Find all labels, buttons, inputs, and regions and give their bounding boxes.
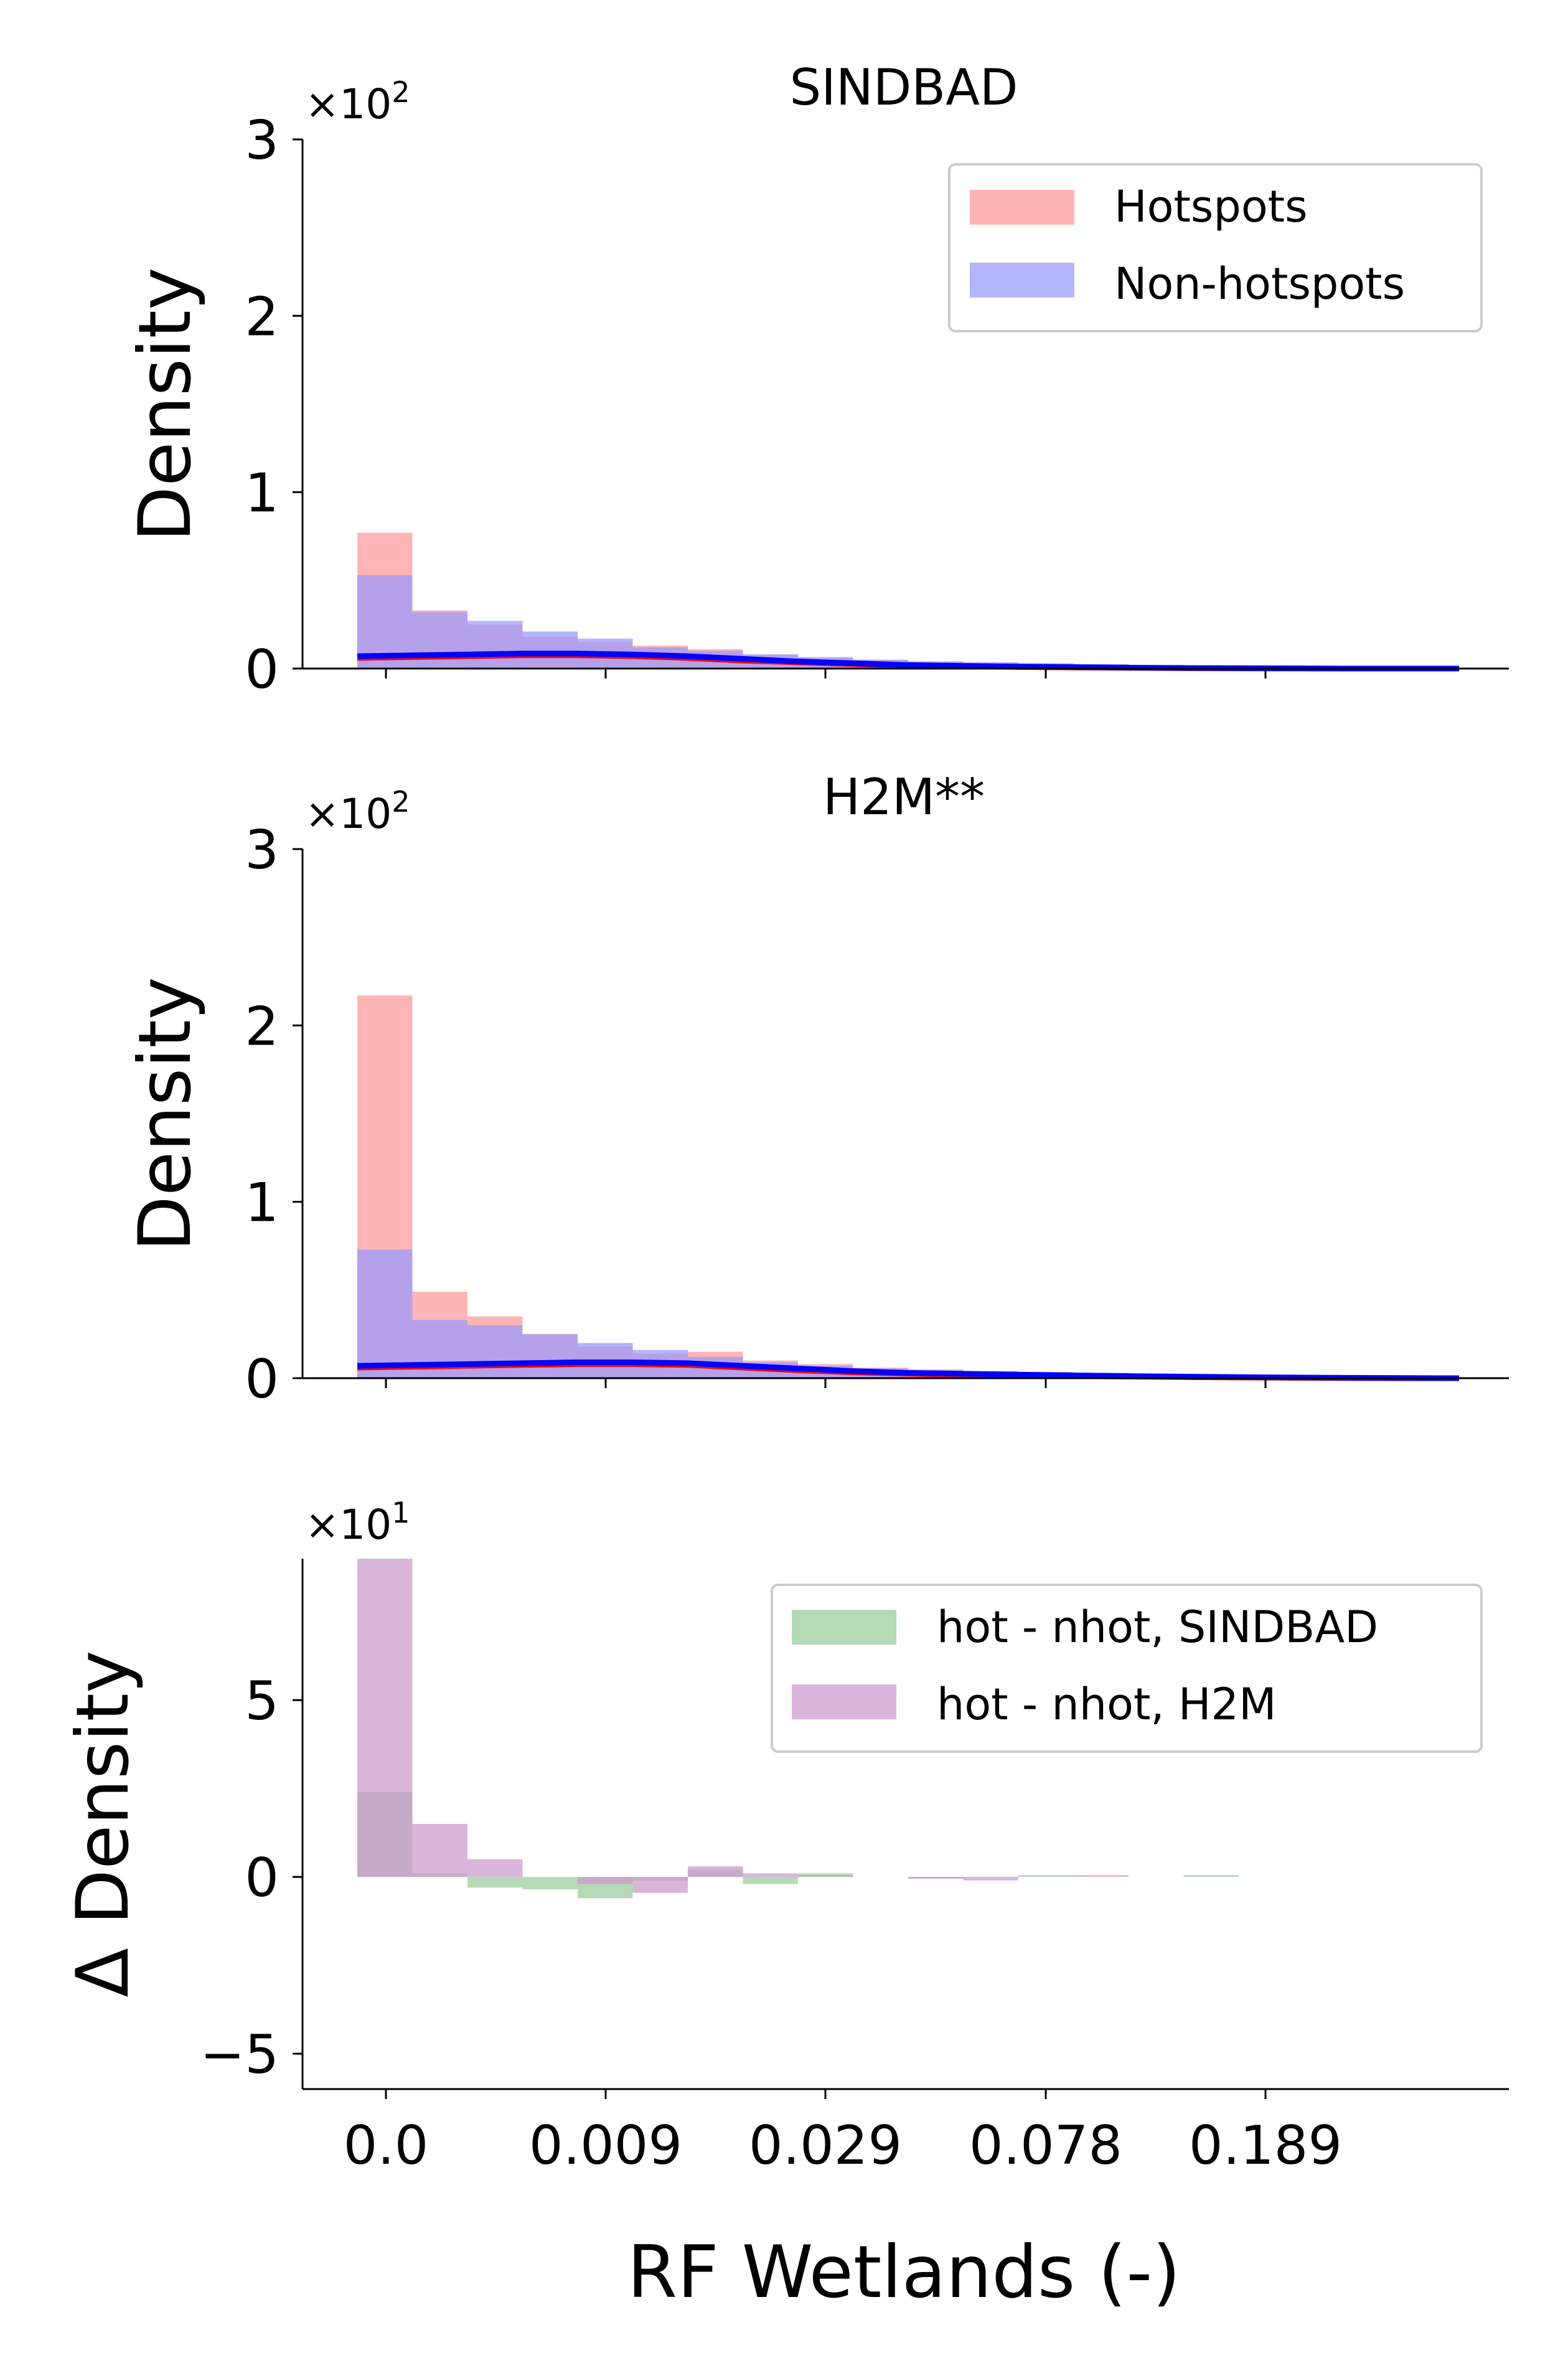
y-tick-label: 3 bbox=[245, 110, 279, 172]
legend-swatch-h2m bbox=[792, 1684, 896, 1719]
y-multiplier: ×101 bbox=[305, 1496, 410, 1549]
bar-hot-nhot-h2m-2 bbox=[467, 1859, 523, 1877]
bar-hot-nhot-sindbad-12 bbox=[1018, 1875, 1074, 1877]
y-tick-label: 0 bbox=[245, 1847, 279, 1909]
y-tick-label: 1 bbox=[245, 463, 279, 525]
y-tick-label: 3 bbox=[245, 819, 279, 881]
y-tick-label: 5 bbox=[245, 1670, 279, 1732]
bar-hot-nhot-sindbad-2 bbox=[467, 1877, 523, 1888]
bar-hot-nhot-h2m-10 bbox=[908, 1877, 964, 1879]
bar-non-hotspots-3 bbox=[522, 1334, 578, 1378]
bar-non-hotspots-1 bbox=[412, 612, 467, 669]
bar-non-hotspots-3 bbox=[522, 631, 578, 669]
y-multiplier: ×102 bbox=[305, 785, 410, 838]
legend-frame bbox=[948, 163, 1483, 332]
bar-non-hotspots-1 bbox=[412, 1320, 467, 1378]
y-axis-title: Density bbox=[123, 267, 207, 542]
y-axis-title: Δ Density bbox=[61, 1650, 145, 1997]
x-tick-label: 0.029 bbox=[749, 2115, 902, 2177]
panel-delta-density: −5 0 5 0.0 0.009 0.029 0.078 0.189 ×101 Δ Dens… bbox=[61, 1496, 1509, 2314]
bar-hot-nhot-h2m-8 bbox=[798, 1875, 853, 1877]
histogram-bars bbox=[357, 1559, 1459, 1899]
bar-non-hotspots-0 bbox=[357, 1249, 413, 1378]
panel-title: SINDBAD bbox=[789, 59, 1018, 116]
bar-non-hotspots-2 bbox=[467, 1325, 523, 1378]
legend-label-sindbad: hot - nhot, SINDBAD bbox=[937, 1602, 1378, 1653]
legend-swatch-hotspots bbox=[970, 190, 1074, 225]
y-tick-label: 2 bbox=[245, 995, 279, 1058]
x-tick-label: 0.0 bbox=[344, 2115, 429, 2177]
bar-hot-nhot-h2m-13 bbox=[1073, 1875, 1129, 1877]
x-ticks: 0.0 0.009 0.029 0.078 0.189 bbox=[344, 2089, 1342, 2177]
legend: Hotspots Non-hotspots bbox=[948, 163, 1483, 332]
x-tick-label: 0.009 bbox=[529, 2115, 682, 2177]
bar-hot-nhot-h2m-4 bbox=[578, 1877, 633, 1884]
bar-hot-nhot-h2m-6 bbox=[688, 1866, 743, 1877]
legend-label-hotspots: Hotspots bbox=[1114, 181, 1308, 232]
y-multiplier: ×102 bbox=[305, 75, 410, 128]
bar-hot-nhot-h2m-11 bbox=[963, 1877, 1018, 1881]
x-ticks bbox=[385, 1378, 1267, 1388]
y-ticks: −5 0 5 bbox=[200, 1670, 303, 2086]
y-tick-label: 0 bbox=[245, 639, 279, 701]
legend: hot - nhot, SINDBAD hot - nhot, H2M bbox=[771, 1584, 1483, 1753]
panel-sindbad: 0 1 2 3 SINDBAD ×102 Density Hotspots Non-h… bbox=[123, 59, 1509, 701]
bar-hot-nhot-sindbad-8 bbox=[798, 1873, 853, 1877]
x-tick-label: 0.189 bbox=[1189, 2115, 1342, 2177]
bar-hot-nhot-h2m-0 bbox=[357, 1559, 413, 1877]
bar-non-hotspots-2 bbox=[467, 621, 523, 669]
bar-hot-nhot-sindbad-7 bbox=[743, 1877, 798, 1884]
legend-swatch-non-hotspots bbox=[970, 263, 1074, 298]
histogram-bars bbox=[357, 532, 1459, 669]
y-tick-label: 1 bbox=[245, 1172, 279, 1234]
bar-hot-nhot-h2m-5 bbox=[632, 1877, 688, 1893]
bar-hot-nhot-h2m-7 bbox=[743, 1873, 798, 1877]
x-tick-label: 0.078 bbox=[969, 2115, 1122, 2177]
legend-label-non-hotspots: Non-hotspots bbox=[1114, 258, 1405, 309]
y-tick-label: −5 bbox=[200, 2024, 279, 2086]
x-ticks bbox=[385, 669, 1267, 679]
panel-h2m: 0 1 2 3 H2M** ×102 Density bbox=[123, 768, 1509, 1411]
y-axis-title: Density bbox=[123, 977, 207, 1251]
y-ticks: 0 1 2 3 bbox=[245, 110, 303, 701]
y-ticks: 0 1 2 3 bbox=[245, 819, 303, 1411]
x-axis-title: RF Wetlands (-) bbox=[627, 2230, 1180, 2314]
legend-swatch-sindbad bbox=[792, 1610, 896, 1645]
legend-frame bbox=[771, 1584, 1483, 1753]
legend-label-h2m: hot - nhot, H2M bbox=[937, 1679, 1276, 1730]
bar-hot-nhot-h2m-1 bbox=[412, 1824, 467, 1877]
histogram-bars bbox=[357, 995, 1459, 1378]
bar-hot-nhot-sindbad-3 bbox=[522, 1877, 578, 1890]
bar-hot-nhot-sindbad-15 bbox=[1183, 1875, 1239, 1877]
y-tick-label: 0 bbox=[245, 1348, 279, 1411]
y-tick-label: 2 bbox=[245, 286, 279, 348]
panel-title: H2M** bbox=[823, 768, 985, 826]
